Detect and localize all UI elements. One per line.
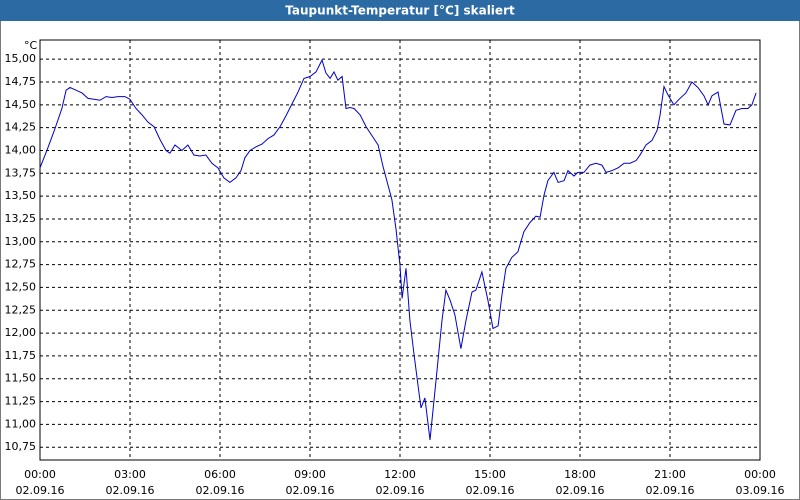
y-tick-label: 14,00 [5, 143, 37, 156]
x-tick-date: 02.09.16 [286, 484, 335, 497]
x-tick-label: 15:00 [474, 468, 506, 481]
x-tick-date: 02.09.16 [466, 484, 515, 497]
data-line [39, 58, 757, 440]
y-tick-label: 13,75 [5, 166, 37, 179]
x-tick-label: 06:00 [204, 468, 236, 481]
y-tick-label: 11,25 [5, 395, 37, 408]
y-tick-label: 11,75 [5, 349, 37, 362]
x-tick-date: 02.09.16 [16, 484, 65, 497]
y-tick-label: 13,50 [5, 189, 37, 202]
y-tick-label: 12,00 [5, 326, 37, 339]
x-tick-date: 02.09.16 [196, 484, 245, 497]
chart-title: Taupunkt-Temperatur [°C] skaliert [285, 4, 515, 18]
y-tick-label: 14,50 [5, 98, 37, 111]
y-tick-label: 11,00 [5, 417, 37, 430]
y-tick-label: 15,00 [5, 52, 37, 65]
x-tick-label: 18:00 [564, 468, 596, 481]
x-tick-label: 00:00 [744, 468, 776, 481]
title-bar [0, 0, 800, 21]
y-tick-label: 14,75 [5, 75, 37, 88]
y-tick-label: 10,75 [5, 440, 37, 453]
y-tick-label: 12,25 [5, 303, 37, 316]
y-tick-label: 13,25 [5, 212, 37, 225]
x-tick-date: 03.09.16 [736, 484, 785, 497]
x-tick-date: 02.09.16 [556, 484, 605, 497]
x-tick-date: 02.09.16 [106, 484, 155, 497]
y-tick-label: 11,50 [5, 372, 37, 385]
y-tick-label: 12,50 [5, 280, 37, 293]
x-tick-label: 03:00 [114, 468, 146, 481]
x-tick-label: 09:00 [294, 468, 326, 481]
y-tick-label: 12,75 [5, 258, 37, 271]
y-unit: °C [24, 39, 38, 52]
x-tick-label: 21:00 [654, 468, 686, 481]
x-tick-label: 00:00 [24, 468, 56, 481]
x-tick-date: 02.09.16 [646, 484, 695, 497]
y-tick-label: 13,00 [5, 235, 37, 248]
x-tick-date: 02.09.16 [376, 484, 425, 497]
x-tick-label: 12:00 [384, 468, 416, 481]
y-tick-label: 14,25 [5, 121, 37, 134]
